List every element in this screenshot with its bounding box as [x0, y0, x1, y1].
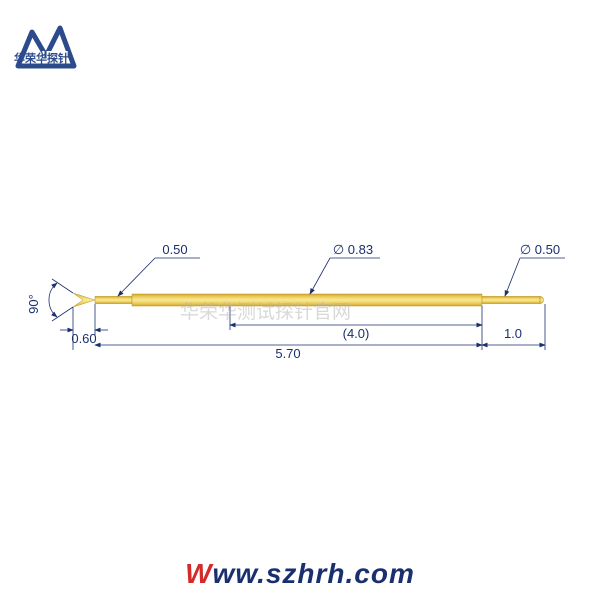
- probe-shape: [73, 293, 544, 307]
- body-len-label: 5.70: [275, 346, 300, 361]
- url-w: W: [185, 558, 212, 589]
- tail-dia-label: ∅ 0.50: [520, 242, 560, 257]
- body-dia-label: ∅ 0.83: [333, 242, 373, 257]
- website-url: Www.szhrh.com: [0, 558, 600, 590]
- tail-diameter-dimension: ∅ 0.50: [505, 242, 565, 296]
- angle-dimension: 90°: [26, 279, 73, 321]
- tip-length-dimension: 0.60: [60, 330, 108, 346]
- tail-inner-dimension: (4.0): [230, 325, 482, 341]
- tail-inner-label: (4.0): [343, 326, 370, 341]
- neck-diameter-dimension: 0.50: [118, 242, 200, 296]
- neck-dia-label: 0.50: [162, 242, 187, 257]
- body-length-dimension: 5.70: [95, 345, 482, 361]
- body-diameter-dimension: ∅ 0.83: [310, 242, 380, 294]
- url-rest: ww.szhrh.com: [213, 558, 415, 589]
- tail-len-label: 1.0: [504, 326, 522, 341]
- tail-length-dimension: 1.0: [482, 326, 545, 345]
- tip-len-label: 0.60: [71, 331, 96, 346]
- probe-diagram: 90° 0.50 ∅ 0.83 ∅ 0.50 0.60 5.70 (4.0): [0, 0, 600, 600]
- angle-label: 90°: [26, 294, 41, 314]
